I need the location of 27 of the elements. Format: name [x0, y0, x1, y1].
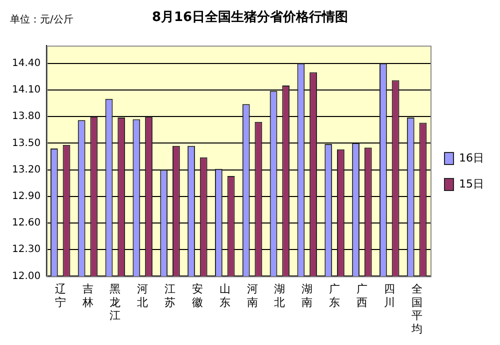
legend-label: 15日 — [459, 177, 484, 190]
x-tick-label: 安徽 — [192, 282, 203, 309]
y-tick-label: 14.40 — [12, 58, 41, 69]
x-tick-label: 山东 — [219, 282, 230, 309]
x-tick-label: 河南 — [246, 282, 258, 309]
x-tick-label: 江苏 — [164, 282, 176, 309]
y-tick-label: 14.10 — [12, 84, 41, 96]
x-tick-label: 四川 — [384, 282, 395, 309]
x-tick-label: 黑龙江 — [110, 282, 121, 322]
x-tick-label: 湖南 — [302, 282, 313, 309]
y-tick-label: 12.30 — [12, 244, 41, 256]
y-tick-label: 12.90 — [12, 190, 41, 202]
x-tick-label: 河北 — [137, 282, 148, 309]
y-tick-label: 12.60 — [12, 218, 41, 229]
x-tick-label: 全国平均 — [410, 282, 422, 336]
text: 单位：元/公斤 — [10, 14, 74, 26]
y-tick-label: 13.50 — [12, 138, 41, 149]
y-tick-label: 13.20 — [12, 164, 41, 176]
y-tick-label: 13.80 — [12, 111, 41, 122]
chart-title: 8月16日全国生猪分省价格行情图 — [152, 10, 348, 26]
x-tick-label: 广西 — [356, 282, 368, 309]
x-tick-label: 吉林 — [81, 282, 94, 309]
x-tick-label: 辽宁 — [54, 282, 66, 309]
x-tick-label: 湖北 — [274, 282, 286, 309]
legend-label: 16日 — [459, 151, 484, 164]
x-tick-label: 广东 — [329, 282, 340, 309]
y-tick-label: 12.00 — [12, 270, 41, 282]
